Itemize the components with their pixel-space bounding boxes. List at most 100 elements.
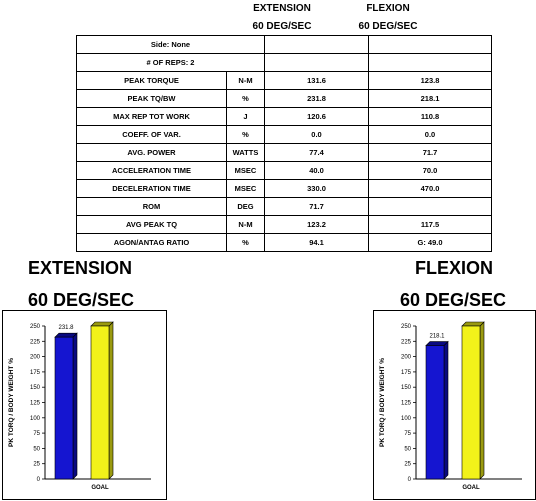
table-row: AGON/ANTAG RATIO% 94.1 G: 49.0 <box>76 233 492 252</box>
row-label: AGON/ANTAG RATIO <box>76 233 227 252</box>
row-label: AVG PEAK TQ <box>76 215 227 234</box>
extension-value: 71.7 <box>264 197 369 216</box>
flexion-y-tick-label: 25 <box>404 462 411 468</box>
flexion-speed-label: 60 DEG/SEC <box>358 21 418 32</box>
flexion-y-tick-label: 150 <box>401 385 412 391</box>
table-row: ROM DEG 71.7 <box>76 197 492 216</box>
table-row: COEFF. OF VAR.% 0.0 0.0 <box>76 125 492 144</box>
table-cell <box>368 35 492 54</box>
extension-value: 40.0 <box>264 161 369 180</box>
reps-cell: # OF REPS: 2 <box>76 53 265 72</box>
extension-value-bar <box>54 336 74 480</box>
flexion-value: 470.0 <box>368 179 492 198</box>
extension-value: 131.6 <box>264 71 369 90</box>
extension-goal-bar-top <box>90 321 114 327</box>
flexion-value-bar-side <box>443 340 449 480</box>
extension-value: 0.0 <box>264 125 369 144</box>
table-row: AVG. POWER WATTS 77.4 71.7 <box>76 143 492 162</box>
extension-goal-bar <box>90 325 110 480</box>
extension-speed-label: 60 DEG/SEC <box>252 21 312 32</box>
row-label: MAX REP TOT WORK <box>76 107 227 126</box>
flexion-y-tick-label: 225 <box>401 339 412 345</box>
flexion-value: 71.7 <box>368 143 492 162</box>
row-label: PEAK TQ/BW <box>76 89 227 108</box>
row-unit: WATTS <box>226 143 265 162</box>
table-row: DECELERATION TIME MSEC 330.0 470.0 <box>76 179 492 198</box>
flexion-y-tick-label: 175 <box>401 370 412 376</box>
extension-value: 77.4 <box>264 143 369 162</box>
table-row: AVG PEAK TQ N-M 123.2 117.5 <box>76 215 492 234</box>
row-unit: J <box>226 107 265 126</box>
flexion-y-tick-label: 0 <box>408 477 412 483</box>
extension-y-tick-label: 200 <box>30 355 41 361</box>
side-cell: Side: None <box>76 35 265 54</box>
flexion-value: 218.1 <box>368 89 492 108</box>
flexion-chart-svg: PK TORQ / BODY WEIGHT % 0 25 50 75 100 125 150 1… <box>379 321 522 491</box>
extension-value: 231.8 <box>264 89 369 108</box>
row-unit: N-M <box>226 71 265 90</box>
flexion-y-tick-label: 250 <box>401 324 412 330</box>
flexion-y-axis-label: PK TORQ / BODY WEIGHT % <box>379 358 386 447</box>
row-unit: % <box>226 233 265 252</box>
row-label: ROM <box>76 197 227 216</box>
flexion-value-bar-top <box>425 341 449 346</box>
table-cell <box>264 35 369 54</box>
extension-y-tick-label: 50 <box>33 446 40 452</box>
row-label: PEAK TORQUE <box>76 71 227 90</box>
extension-chart-svg: PK TORQ / BODY WEIGHT % 0 25 50 75 100 125 150 1… <box>8 321 151 491</box>
flexion-chart-title: FLEXION <box>415 258 494 278</box>
table-row: PEAK TORQUE N-M 131.6 123.8 <box>76 71 492 90</box>
table-row: PEAK TQ/BW% 231.8 218.1 <box>76 89 492 108</box>
extension-value: 120.6 <box>264 107 369 126</box>
extension-y-tick-label: 0 <box>37 477 41 483</box>
extension-y-tick-label: 175 <box>30 370 41 376</box>
extension-value: 330.0 <box>264 179 369 198</box>
flexion-value: 117.5 <box>368 215 492 234</box>
flexion-column-header: FLEXION 60 DEG/SEC <box>340 3 436 33</box>
flexion-y-tick-label: 200 <box>401 355 412 361</box>
table-cell <box>368 53 492 72</box>
flexion-value: G: 49.0 <box>368 233 492 252</box>
extension-y-axis-label: PK TORQ / BODY WEIGHT % <box>8 358 15 447</box>
extension-goal-bar-side <box>108 321 114 480</box>
extension-value-bar-top <box>54 332 78 338</box>
extension-chart-title: EXTENSION <box>28 258 133 278</box>
row-label: COEFF. OF VAR. <box>76 125 227 144</box>
table-row: MAX REP TOT WORK J 120.6 110.8 <box>76 107 492 126</box>
extension-chart-speed: 60 DEG/SEC <box>28 290 135 310</box>
flexion-goal-bar <box>461 325 481 480</box>
extension-value-bar-side <box>72 332 78 480</box>
table-row: # OF REPS: 2 <box>76 53 492 72</box>
extension-value: 123.2 <box>264 215 369 234</box>
flexion-value: 123.8 <box>368 71 492 90</box>
flexion-x-category-label: GOAL <box>462 485 480 491</box>
extension-y-tick-label: 125 <box>30 401 41 407</box>
extension-header-label: EXTENSION <box>253 3 311 14</box>
flexion-goal-bar-side <box>479 321 485 480</box>
flexion-value-bar <box>425 345 445 480</box>
extension-value-label: 231.8 <box>58 325 74 331</box>
row-unit: MSEC <box>226 179 265 198</box>
extension-y-tick-label: 25 <box>33 462 40 468</box>
flexion-goal-bar-top <box>461 321 485 327</box>
row-unit: % <box>226 125 265 144</box>
row-unit: DEG <box>226 197 265 216</box>
row-label: ACCELERATION TIME <box>76 161 227 180</box>
extension-y-tick-label: 150 <box>30 385 41 391</box>
flexion-y-tick-label: 50 <box>404 446 411 452</box>
table-row: Side: None <box>76 35 492 54</box>
flexion-value-label: 218.1 <box>429 334 445 340</box>
flexion-value <box>368 197 492 216</box>
row-label: DECELERATION TIME <box>76 179 227 198</box>
flexion-value: 70.0 <box>368 161 492 180</box>
flexion-bar-chart: PK TORQ / BODY WEIGHT % 0 25 50 75 100 125 150 1… <box>373 310 536 500</box>
flexion-value: 0.0 <box>368 125 492 144</box>
extension-y-tick-label: 75 <box>33 431 40 437</box>
flexion-chart-speed: 60 DEG/SEC <box>400 290 507 310</box>
table-row: ACCELERATION TIME MSEC 40.0 70.0 <box>76 161 492 180</box>
extension-y-tick-label: 225 <box>30 339 41 345</box>
results-table: Side: None # OF REPS: 2 PEAK TORQUE N-M 13… <box>76 35 492 252</box>
flexion-value: 110.8 <box>368 107 492 126</box>
flexion-y-tick-label: 100 <box>401 416 412 422</box>
table-cell <box>264 53 369 72</box>
